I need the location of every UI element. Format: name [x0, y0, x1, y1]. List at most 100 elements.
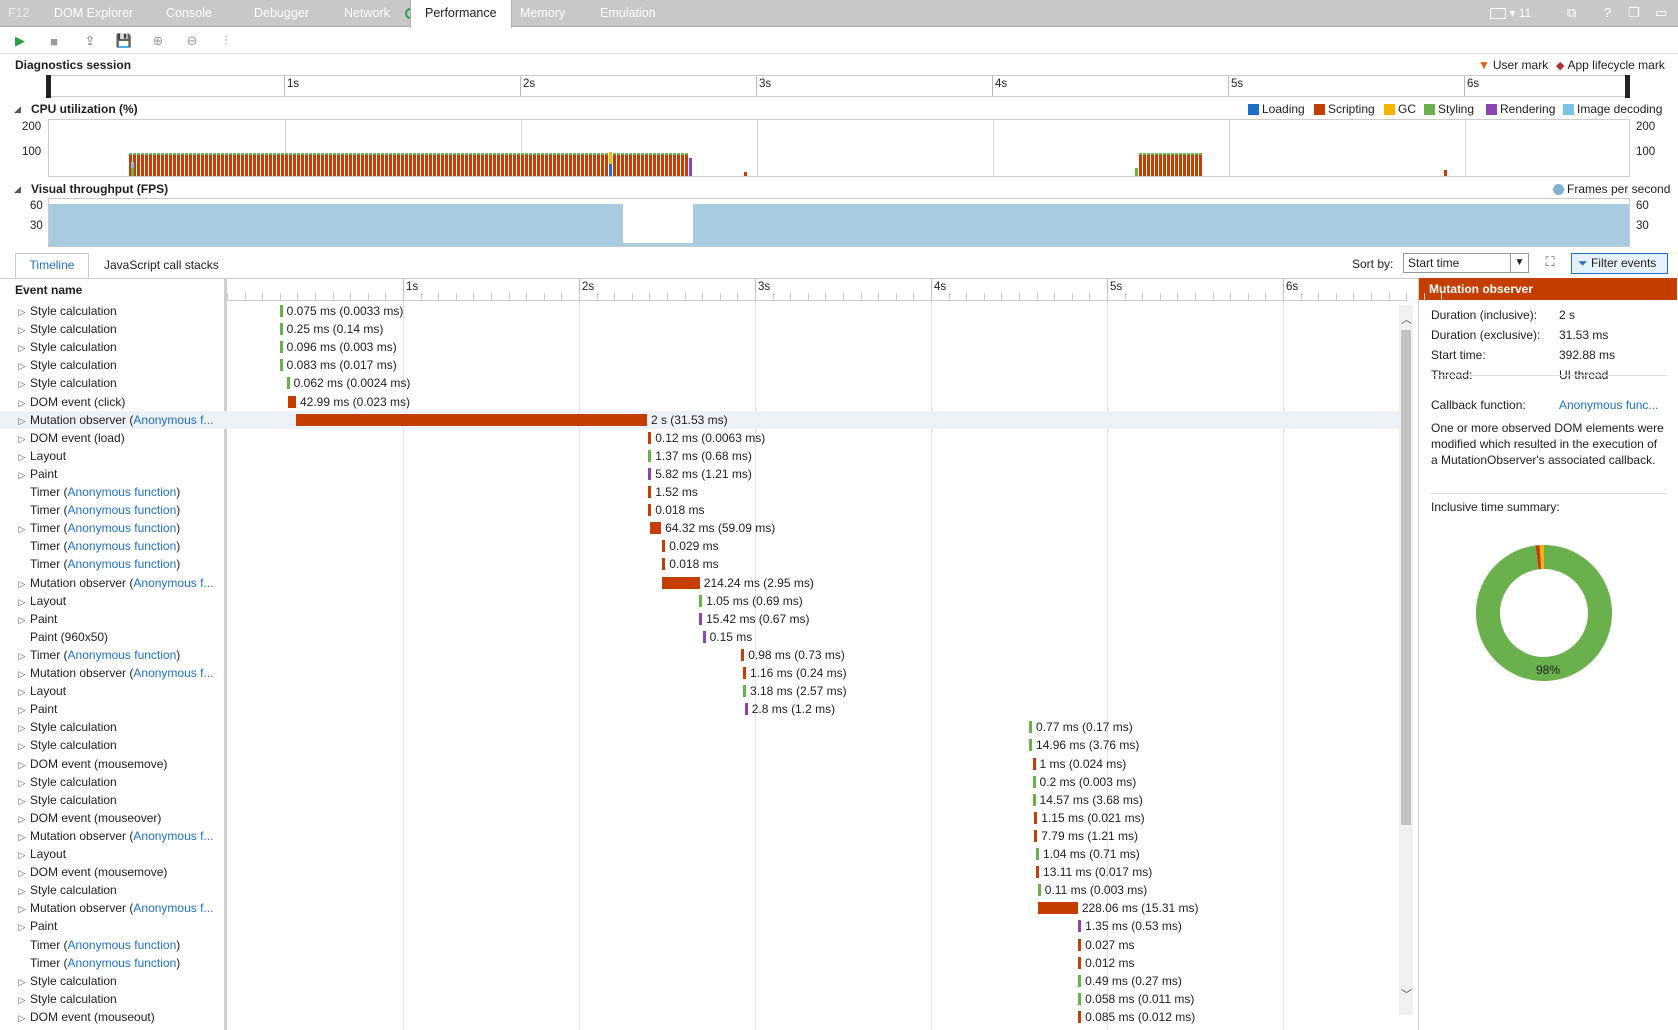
event-row-name[interactable]: ▷ DOM event (mousemove)	[14, 863, 224, 881]
zoom-out-icon[interactable]: ⊖	[186, 33, 198, 48]
expand-arrow-icon[interactable]: ▷	[18, 578, 26, 589]
scroll-down-icon[interactable]: ﹀	[1401, 989, 1412, 1001]
event-bar[interactable]	[1037, 902, 1078, 915]
expand-arrow-icon[interactable]: ▷	[18, 343, 26, 354]
event-row-name[interactable]: ▷ Style calculation	[14, 320, 224, 338]
event-row-name[interactable]: Timer (Anonymous function)	[14, 954, 224, 972]
event-bar[interactable]	[742, 685, 746, 698]
expand-arrow-icon[interactable]: ▷	[18, 451, 26, 462]
event-row-name[interactable]: ▷ Style calculation	[14, 972, 224, 990]
event-bar[interactable]	[1078, 956, 1082, 969]
filter-events-button[interactable]: ⏷ Filter events	[1571, 253, 1668, 274]
sort-select[interactable]: Start time ▼	[1403, 253, 1529, 273]
event-row-name[interactable]: Timer (Anonymous function)	[14, 936, 224, 954]
function-link[interactable]: Anonymous f...	[133, 666, 214, 680]
column-splitter[interactable]	[224, 279, 227, 1030]
function-link[interactable]: Anonymous f...	[133, 828, 214, 843]
event-row-name[interactable]: ▷ Style calculation	[14, 791, 224, 809]
expand-arrow-icon[interactable]: ▷	[18, 325, 26, 336]
event-row-name[interactable]: Timer (Anonymous function)	[14, 537, 224, 555]
expand-arrow-icon[interactable]: ▷	[18, 868, 26, 879]
event-bar[interactable]	[1037, 884, 1041, 897]
expand-arrow-icon[interactable]: ▷	[18, 687, 26, 698]
event-bar[interactable]	[662, 576, 700, 589]
event-bar[interactable]	[279, 359, 283, 372]
dock-icon[interactable]: ▭	[1655, 5, 1668, 20]
stop-icon[interactable]: ■	[50, 33, 58, 49]
expand-arrow-icon[interactable]: ▷	[18, 415, 26, 426]
event-row-name[interactable]: Paint (960x50)	[14, 628, 224, 646]
event-bar[interactable]	[662, 558, 666, 571]
event-bar[interactable]	[1029, 721, 1033, 734]
chevron-down-icon[interactable]: ▼	[1510, 254, 1528, 272]
event-row-name[interactable]: ▷ Style calculation	[14, 736, 224, 754]
event-bar[interactable]	[649, 522, 662, 535]
event-bar[interactable]	[1036, 866, 1040, 879]
event-bar[interactable]	[702, 630, 706, 643]
event-row-name[interactable]: ▷ Style calculation	[14, 718, 224, 736]
import-icon[interactable]: ⇪	[84, 33, 96, 48]
event-row-name[interactable]: ▷ DOM event (mouseover)	[14, 809, 224, 827]
tab-network[interactable]: Network	[344, 6, 390, 20]
event-row-name[interactable]: ▷ DOM event (load)	[14, 429, 224, 447]
selection-end-handle[interactable]	[1625, 75, 1630, 98]
event-bar[interactable]	[741, 648, 745, 661]
tab-memory[interactable]: Memory	[520, 6, 566, 20]
expand-arrow-icon[interactable]: ▷	[18, 976, 26, 987]
chart-icon[interactable]: ⫶	[224, 33, 228, 48]
event-bar[interactable]	[742, 667, 746, 679]
tab-timeline[interactable]: Timeline	[15, 253, 89, 278]
event-bar[interactable]	[1032, 757, 1036, 770]
event-row-name[interactable]: ▷ Style calculation	[14, 881, 224, 899]
function-link[interactable]: Anonymous function	[67, 503, 177, 518]
function-link[interactable]: Anonymous f...	[133, 412, 214, 427]
zoom-in-icon[interactable]: ⊕	[152, 33, 164, 48]
chevron-down-icon[interactable]: ▾	[1509, 6, 1516, 20]
tab-console[interactable]: Console	[166, 6, 212, 20]
event-row-name[interactable]: ▷ Layout	[14, 447, 224, 465]
event-row-name[interactable]: ▷ DOM event (mouseout)	[14, 1008, 224, 1026]
tab-emulation[interactable]: Emulation	[600, 6, 656, 20]
expand-arrow-icon[interactable]: ▷	[18, 524, 26, 535]
function-link[interactable]: Anonymous function	[67, 647, 177, 662]
event-row-name[interactable]: ▷ Layout	[14, 845, 224, 863]
function-link[interactable]: Anonymous f...	[133, 901, 214, 916]
event-bar[interactable]	[1036, 848, 1040, 860]
event-bar[interactable]	[1078, 974, 1082, 987]
expand-arrow-icon[interactable]: ▷	[18, 397, 26, 408]
play-icon[interactable]: ▶	[15, 33, 25, 48]
event-bar[interactable]	[648, 467, 652, 480]
event-bar[interactable]	[1034, 811, 1038, 824]
event-row-name[interactable]: ▷ Mutation observer (Anonymous f...	[14, 411, 224, 429]
expand-arrow-icon[interactable]: ▷	[18, 379, 26, 390]
function-link[interactable]: Anonymous function	[67, 539, 177, 554]
event-bar[interactable]	[279, 341, 283, 354]
event-bar[interactable]	[286, 377, 290, 390]
expand-arrow-icon[interactable]: ▷	[18, 361, 26, 372]
event-row-name[interactable]: Timer (Anonymous function)	[14, 483, 224, 501]
event-bar[interactable]	[1078, 1010, 1082, 1023]
event-row-name[interactable]: ▷ Mutation observer (Anonymous f...	[14, 574, 224, 592]
scroll-up-icon[interactable]: ︿	[1401, 314, 1412, 326]
event-bar[interactable]	[648, 431, 652, 444]
event-row-name[interactable]: ▷ Paint	[14, 465, 224, 483]
tab-debugger[interactable]: Debugger	[254, 6, 309, 20]
expand-arrow-icon[interactable]: ▷	[18, 922, 26, 933]
event-bar[interactable]	[1034, 829, 1038, 842]
event-bar[interactable]	[699, 594, 703, 607]
expand-arrow-icon[interactable]: ▷	[18, 759, 26, 770]
cpu-collapse-icon[interactable]: ◢	[14, 104, 21, 114]
expand-arrow-icon[interactable]: ▷	[18, 741, 26, 752]
expand-arrow-icon[interactable]: ▷	[18, 614, 26, 625]
expand-arrow-icon[interactable]: ▷	[18, 723, 26, 734]
event-row-name[interactable]: Timer (Anonymous function)	[14, 555, 224, 573]
tab-dom-explorer[interactable]: DOM Explorer	[54, 6, 134, 20]
tab-performance[interactable]: Performance	[410, 0, 512, 28]
event-row-name[interactable]: ▷ Timer (Anonymous function)	[14, 646, 224, 664]
expand-arrow-icon[interactable]: ▷	[18, 705, 26, 716]
expand-arrow-icon[interactable]: ▷	[18, 777, 26, 788]
tab-call-stacks[interactable]: JavaScript call stacks	[104, 258, 219, 272]
expand-arrow-icon[interactable]: ▷	[18, 307, 26, 317]
event-bar[interactable]	[1032, 793, 1036, 806]
help-icon[interactable]: ?	[1604, 5, 1612, 20]
